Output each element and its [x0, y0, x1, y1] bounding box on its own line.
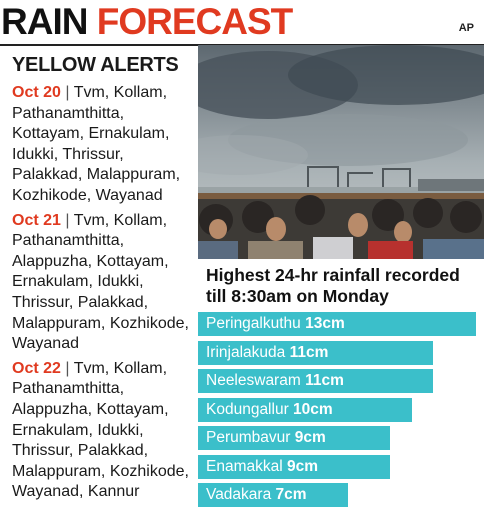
bar	[198, 340, 434, 365]
news-photo	[198, 45, 484, 259]
bar-row: Peringalkuthu 13cm	[198, 312, 476, 336]
alert-entry-oct-21: Oct 21 | Tvm, Kollam, Pathanamthitta, Al…	[12, 211, 194, 355]
bar-row: Neeleswaram 11cm	[198, 369, 434, 393]
alert-districts: Tvm, Kollam, Pathanamthitta, Kottayam, E…	[12, 84, 181, 204]
alert-date: Oct 22	[12, 359, 61, 377]
alert-entry-oct-22: Oct 22 | Tvm, Kollam, Pathanamthitta, Al…	[12, 359, 194, 503]
alert-date: Oct 20	[12, 84, 61, 101]
alert-separator: |	[65, 211, 70, 229]
title-word-forecast: FORECAST	[96, 1, 293, 42]
yellow-alerts-panel: YELLOW ALERTS Oct 20 | Tvm, Kollam, Path…	[12, 53, 194, 507]
alert-districts: Tvm, Kollam, Pathanamthitta, Alappuzha, …	[12, 359, 189, 501]
bar-row: Enamakkal 9cm	[198, 454, 391, 479]
page-title: RAIN FORECAST	[1, 0, 293, 44]
bar	[198, 426, 391, 450]
alert-date: Oct 21	[12, 211, 61, 229]
bar-label: Kodungallur 10cm	[206, 398, 333, 422]
bar-category-label: Irinjalakuda	[206, 343, 286, 361]
bar-label: Enamakkal 9cm	[206, 455, 318, 479]
bar-label: Neeleswaram 11cm	[206, 369, 344, 393]
bar-value-label: 13cm	[305, 315, 345, 332]
header: RAIN FORECAST AP	[0, 0, 484, 44]
bar	[198, 483, 348, 507]
alert-separator: |	[65, 359, 70, 377]
bar-value-label: 9cm	[294, 429, 326, 446]
bar-category-label: Neeleswaram	[206, 372, 301, 389]
alerts-heading: YELLOW ALERTS	[12, 54, 179, 76]
bar-category-label: Vadakara	[206, 486, 272, 503]
bar-value-label: 11cm	[305, 372, 344, 389]
bar-label: Vadakara 7cm	[206, 483, 307, 507]
photo-credit: AP	[458, 22, 474, 34]
bar-label: Peringalkuthu 13cm	[206, 312, 345, 336]
bar-label: Perumbavur 9cm	[206, 426, 326, 450]
bar-row: Kodungallur 10cm	[198, 397, 412, 422]
alert-separator: |	[65, 84, 70, 101]
bar	[198, 312, 476, 336]
bar	[198, 369, 434, 393]
bar-row: Vadakara 7cm	[198, 483, 348, 507]
bar-category-label: Peringalkuthu	[206, 315, 301, 332]
alert-entry-oct-20: Oct 20 | Tvm, Kollam, Pathanamthitta, Ko…	[12, 83, 194, 207]
bar-category-label: Kodungallur	[206, 400, 289, 418]
alert-districts: Tvm, Kollam, Pathanamthitta, Alappuzha, …	[12, 211, 189, 353]
bar-label: Irinjalakuda 11cm	[206, 341, 328, 365]
bar-value-label: 7cm	[275, 486, 307, 503]
bar-value-label: 10cm	[293, 400, 333, 418]
rainfall-chart: Highest 24-hr rainfall recorded till 8:3…	[198, 262, 484, 512]
chart-title: Highest 24-hr rainfall recorded till 8:3…	[206, 265, 460, 306]
bar-value-label: 11cm	[289, 343, 329, 361]
ferry-passengers-photo	[198, 45, 484, 259]
bar-category-label: Enamakkal	[206, 457, 283, 475]
title-word-rain: RAIN	[1, 1, 88, 42]
bar-value-label: 9cm	[287, 457, 319, 475]
bar-category-label: Perumbavur	[206, 429, 291, 446]
bar-row: Irinjalakuda 11cm	[198, 340, 434, 365]
bar-row: Perumbavur 9cm	[198, 426, 391, 450]
bar	[198, 397, 412, 422]
bar	[198, 454, 391, 479]
